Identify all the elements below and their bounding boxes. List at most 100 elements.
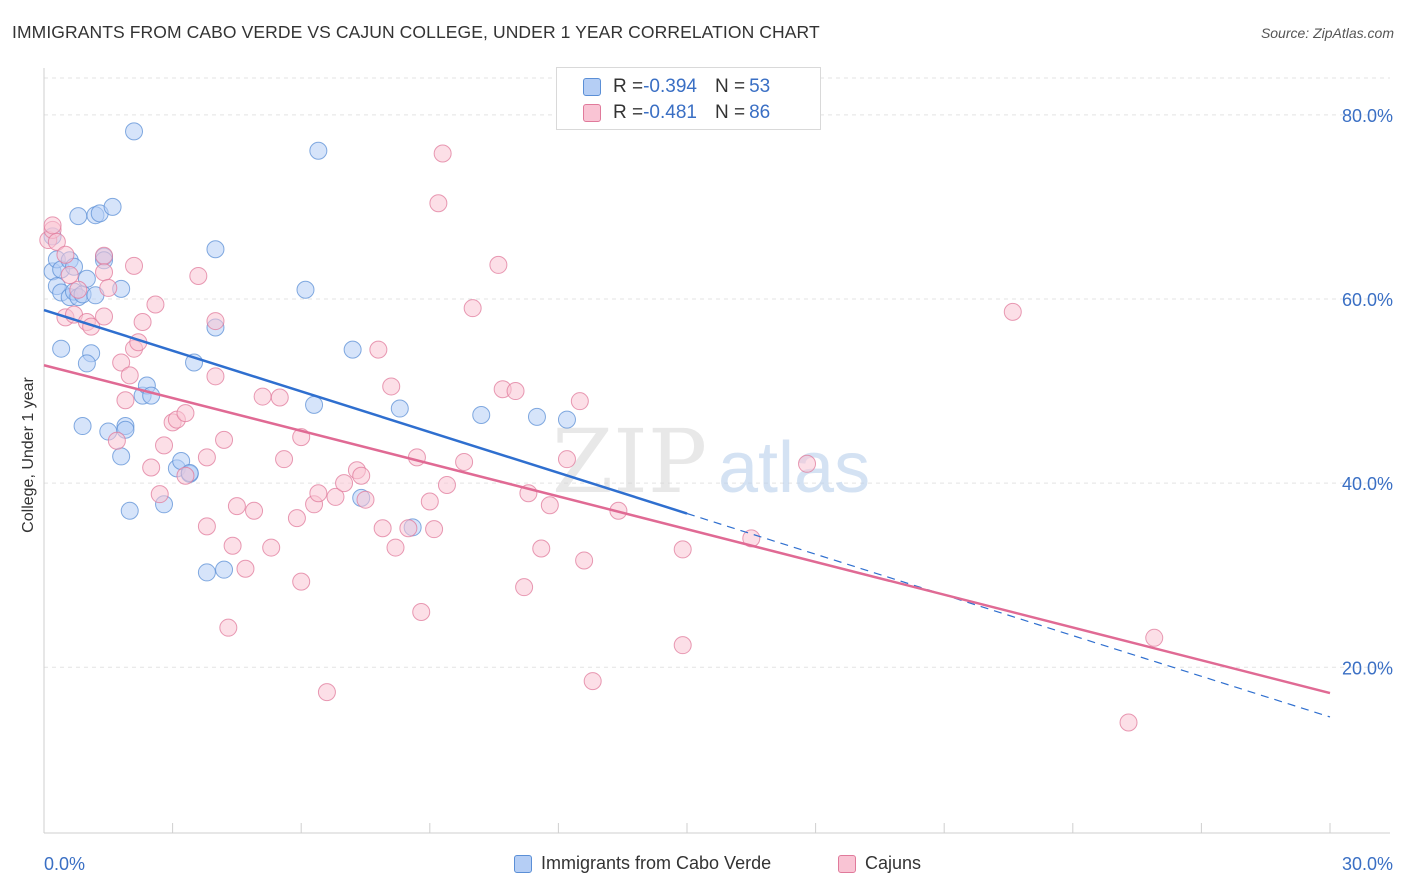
point-cajuns [540,496,559,515]
point-cajuns [798,454,817,473]
legend-swatch-cajuns [838,854,856,873]
stats-n-label: N = [714,76,746,97]
y-tick-label: 60.0% [1342,290,1393,310]
point-cajuns [425,520,444,539]
point-cabo-verde [527,407,546,426]
point-cabo-verde [52,339,71,358]
point-cajuns [223,536,242,555]
point-cajuns [356,490,375,509]
trend-line-cajuns [43,364,1331,695]
point-cabo-verde [103,197,122,216]
point-cajuns [352,466,371,485]
x-tick-label: 30.0% [1342,854,1393,874]
point-cajuns [197,517,216,536]
point-cajuns [309,484,328,503]
point-cajuns [69,280,88,299]
point-cajuns [43,216,62,235]
point-cabo-verde [557,410,576,429]
point-cabo-verde [112,447,131,466]
point-cajuns [197,448,216,467]
point-cajuns [155,436,174,455]
axes-layer [43,68,1390,834]
point-cajuns [206,312,225,331]
point-cajuns [245,501,264,520]
stats-n-value: 53 [749,76,771,97]
stats-legend-box: R = -0.394 N = 53 R = -0.481 N = 86 [556,67,821,130]
point-cajuns [133,312,152,331]
point-cajuns [317,683,336,702]
point-cabo-verde [309,141,328,160]
watermark-atlas: atlas [718,428,870,508]
point-cajuns [95,307,114,326]
point-cajuns [120,366,139,385]
point-cajuns [506,382,525,401]
y-tick-label: 80.0% [1342,106,1393,126]
legend-item-cajuns[interactable]: Cajuns [838,853,921,874]
point-cabo-verde [472,405,491,424]
point-cajuns [433,144,452,163]
point-cajuns [176,466,195,485]
trend-line-cabo-verde [43,308,688,515]
point-cabo-verde [120,501,139,520]
point-cajuns [107,431,126,450]
point-cajuns [326,487,345,506]
legend-item-cabo-verde[interactable]: Immigrants from Cabo Verde [514,853,771,874]
point-cabo-verde [197,563,216,582]
point-cajuns [382,377,401,396]
point-cajuns [386,538,405,557]
point-cajuns [1119,713,1138,732]
y-tick-label: 40.0% [1342,474,1393,494]
stats-n-label: N = [714,102,746,123]
point-cajuns [369,340,388,359]
point-cajuns [125,256,144,275]
point-cajuns [116,391,135,410]
y-tick-label: 20.0% [1342,658,1393,678]
point-cabo-verde [77,354,96,373]
point-cajuns [215,430,234,449]
point-cajuns [407,448,426,467]
point-cajuns [557,450,576,469]
point-cabo-verde [343,340,362,359]
stats-r-label: R = [613,76,644,97]
point-cabo-verde [125,122,144,141]
trend-extension-cabo-verde [686,512,1331,718]
point-cabo-verde [305,395,324,414]
point-cabo-verde [69,207,88,226]
point-cabo-verde [206,240,225,259]
point-cajuns [742,529,761,548]
point-cajuns [292,572,311,591]
point-cajuns [270,388,289,407]
point-cabo-verde [390,399,409,418]
point-cajuns [287,509,306,528]
legend-label-cabo-verde: Immigrants from Cabo Verde [541,853,772,873]
point-cajuns [236,559,255,578]
stats-n-value: 86 [749,102,771,123]
point-cajuns [95,263,114,282]
stats-swatch-cajuns [583,104,601,122]
point-cajuns [489,255,508,274]
point-cajuns [219,618,238,637]
point-cajuns [142,458,161,477]
point-cajuns [437,475,456,494]
point-cajuns [583,672,602,691]
x-tick-label: 0.0% [44,854,85,874]
point-cajuns [673,636,692,655]
point-cajuns [335,474,354,493]
trend-layer [43,308,1331,718]
point-cajuns [146,295,165,314]
y-axis-title: College, Under 1 year [20,377,37,533]
watermark: ZIP atlas [552,410,870,513]
point-cajuns [455,452,474,471]
point-cajuns [412,603,431,622]
stats-r-value: -0.481 [643,102,697,123]
point-cajuns [463,299,482,318]
source-label: Source: ZipAtlas.com [1260,25,1394,41]
point-cajuns [206,367,225,386]
point-cajuns [275,450,294,469]
point-cajuns [1145,628,1164,647]
point-cajuns [399,519,418,538]
point-cajuns [253,387,272,406]
point-cajuns [570,392,589,411]
point-cajuns [95,246,114,265]
